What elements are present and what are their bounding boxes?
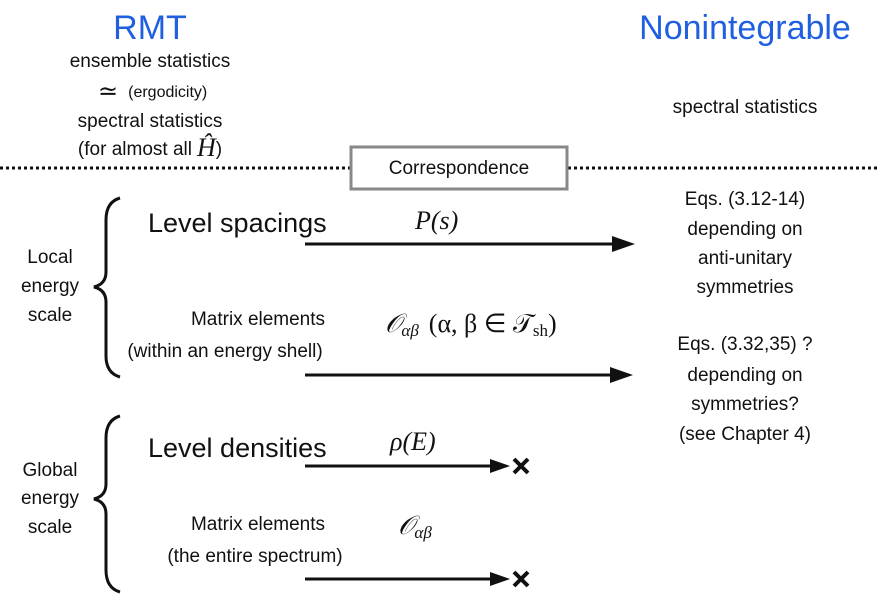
item-name: Matrix elements — [191, 309, 325, 330]
arrow-head — [490, 572, 510, 586]
arrow-head — [612, 236, 635, 252]
hamiltonian: Ĥ — [196, 133, 217, 162]
symbol: ρ(E) — [389, 427, 436, 456]
right-line: spectral statistics — [673, 97, 818, 118]
result: depending on — [687, 219, 802, 240]
group-label: Local — [27, 247, 72, 268]
symbol: 𝒪αβ — [398, 511, 432, 542]
approx-symbol: ≃ — [98, 78, 118, 105]
correspondence: Correspondence — [389, 158, 529, 179]
left-line: (for almost all Ĥ) — [78, 133, 222, 162]
approx-line: ≃ (ergodicity) — [98, 78, 207, 105]
result: (see Chapter 4) — [679, 424, 811, 445]
left-line-text: (for almost all — [78, 139, 192, 160]
right-title: Nonintegrable — [639, 9, 851, 47]
group-label: energy — [21, 488, 80, 509]
item-sublabel: (within an energy shell) — [127, 341, 322, 362]
group-label: Global — [23, 460, 78, 481]
result: symmetries? — [691, 394, 799, 415]
group-label: scale — [28, 305, 72, 326]
brace — [93, 196, 121, 379]
group-label: energy — [21, 276, 80, 297]
left-title: RMT — [113, 9, 187, 47]
arrow-head — [490, 459, 510, 473]
result: anti-unitary — [698, 248, 792, 269]
symbol: 𝒪αβ (α, β ∈ 𝒯sh) — [385, 309, 557, 340]
symbol-sub: sh — [533, 321, 549, 340]
item-name: Matrix elements — [191, 514, 325, 535]
item-sublabel: (the entire spectrum) — [167, 546, 342, 567]
symbol-close: ) — [548, 309, 557, 338]
approx-note: (ergodicity) — [128, 84, 207, 101]
result: Eqs. (3.12-14) — [685, 189, 805, 210]
cross — [512, 457, 530, 475]
symbol-sub: αβ — [401, 321, 419, 340]
result: depending on — [687, 365, 802, 386]
left-line: spectral statistics — [78, 111, 223, 132]
result: Eqs. (3.32,35) ? — [677, 334, 812, 355]
item-name: Level densities — [148, 433, 327, 463]
left-line: ensemble statistics — [70, 51, 231, 72]
arrow-head — [610, 367, 633, 383]
close: ) — [216, 139, 222, 160]
result: symmetries — [696, 277, 793, 298]
symbol-condition: (α, β ∈ 𝒯 — [429, 309, 536, 338]
brace — [93, 414, 121, 594]
cross — [512, 570, 530, 588]
symbol-sub: αβ — [414, 523, 432, 542]
symbol: P(s) — [414, 206, 458, 235]
item-name: Level spacings — [148, 208, 327, 238]
group-label: scale — [28, 517, 72, 538]
correspondence-box — [349, 145, 569, 191]
